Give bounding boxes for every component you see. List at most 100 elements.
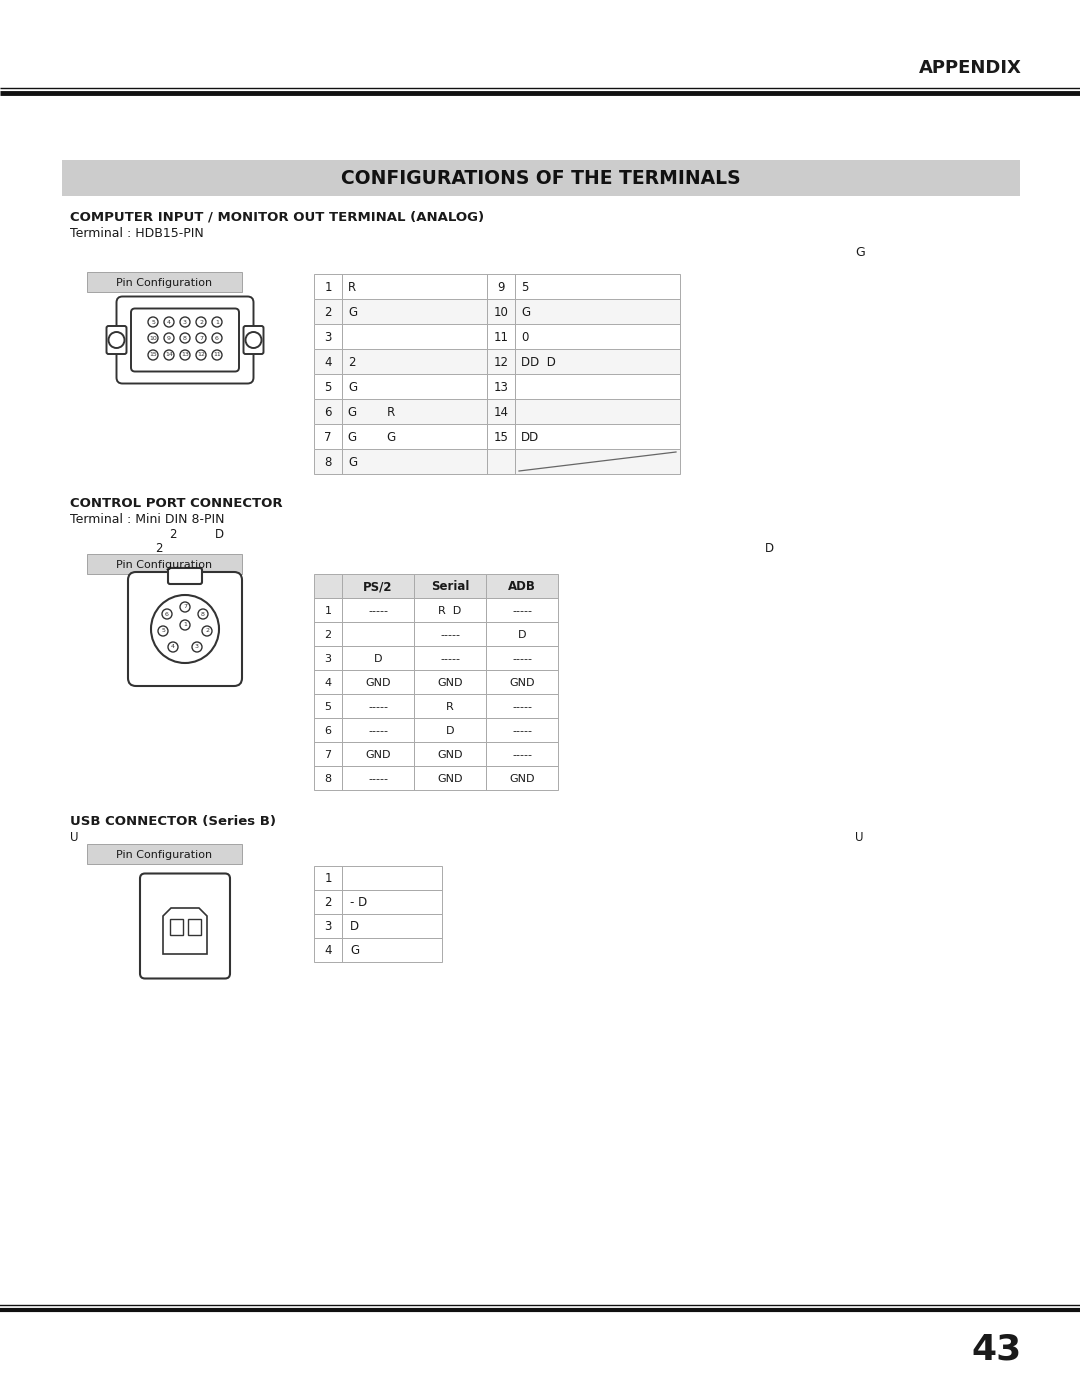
Bar — [414, 718, 486, 742]
Text: 5: 5 — [521, 281, 528, 293]
Text: 14: 14 — [165, 352, 173, 358]
Bar — [314, 374, 680, 400]
Text: DD: DD — [521, 432, 539, 444]
Bar — [414, 574, 486, 598]
Bar — [342, 671, 414, 694]
Bar — [314, 448, 680, 474]
Bar — [314, 645, 342, 671]
Bar — [62, 161, 1020, 196]
Bar — [87, 272, 242, 292]
Text: Terminal : HDB15-PIN: Terminal : HDB15-PIN — [70, 226, 204, 240]
Text: Pin Configuration: Pin Configuration — [117, 849, 213, 861]
Text: 2: 2 — [199, 320, 203, 324]
Text: 7: 7 — [324, 432, 332, 444]
Bar — [486, 645, 558, 671]
Text: G: G — [521, 306, 530, 319]
Bar — [342, 274, 487, 299]
Text: Serial: Serial — [431, 581, 469, 594]
Bar — [342, 914, 442, 937]
Bar — [314, 914, 342, 937]
Text: -----: ----- — [440, 630, 460, 640]
Bar — [342, 937, 442, 963]
Text: R: R — [446, 703, 454, 712]
Bar — [314, 574, 342, 598]
Bar — [314, 425, 680, 448]
Bar — [486, 766, 558, 789]
Bar — [487, 349, 515, 374]
Bar — [342, 622, 414, 645]
Text: 3: 3 — [324, 654, 332, 664]
Text: -----: ----- — [512, 726, 532, 736]
Text: 6: 6 — [324, 726, 332, 736]
Text: D: D — [374, 654, 382, 664]
Bar — [170, 919, 183, 935]
Bar — [342, 299, 487, 324]
Text: 6: 6 — [165, 612, 168, 616]
Text: 9: 9 — [497, 281, 504, 293]
Text: 2: 2 — [324, 897, 332, 909]
Text: -----: ----- — [512, 750, 532, 760]
Bar — [342, 598, 414, 622]
Text: -----: ----- — [368, 703, 388, 712]
Text: 13: 13 — [181, 352, 189, 358]
FancyBboxPatch shape — [117, 296, 254, 384]
Text: G: G — [855, 246, 865, 258]
Bar — [342, 766, 414, 789]
Bar — [342, 742, 414, 766]
Text: D: D — [765, 542, 774, 555]
Text: -----: ----- — [368, 774, 388, 784]
Bar — [314, 742, 342, 766]
Text: 7: 7 — [324, 750, 332, 760]
Bar — [487, 374, 515, 400]
Text: 7: 7 — [183, 605, 187, 609]
Text: 10: 10 — [149, 335, 157, 341]
Bar — [342, 694, 414, 718]
Bar — [486, 574, 558, 598]
Bar — [314, 671, 342, 694]
Bar — [342, 448, 487, 474]
Bar — [87, 555, 242, 574]
Bar — [314, 694, 342, 718]
Text: 1: 1 — [324, 281, 332, 293]
Text: 3: 3 — [183, 320, 187, 324]
Text: 3: 3 — [324, 331, 332, 344]
Text: Pin Configuration: Pin Configuration — [117, 560, 213, 570]
Text: 6: 6 — [324, 407, 332, 419]
Text: USB CONNECTOR (Series B): USB CONNECTOR (Series B) — [70, 814, 276, 828]
Bar — [314, 866, 342, 890]
Text: DD  D: DD D — [521, 356, 556, 369]
Bar — [314, 400, 342, 425]
Text: -----: ----- — [368, 606, 388, 616]
Bar — [515, 400, 680, 425]
FancyBboxPatch shape — [140, 873, 230, 978]
Text: 13: 13 — [494, 381, 509, 394]
Bar — [314, 324, 680, 349]
Text: GND: GND — [365, 678, 391, 687]
Text: 15: 15 — [149, 352, 157, 358]
Text: -----: ----- — [368, 726, 388, 736]
Bar — [487, 425, 515, 448]
Text: 6: 6 — [215, 335, 219, 341]
Text: G: G — [348, 306, 357, 319]
Text: 2: 2 — [324, 306, 332, 319]
Bar — [314, 274, 680, 299]
Text: R  D: R D — [438, 606, 461, 616]
Text: 8: 8 — [201, 612, 205, 616]
Text: GND: GND — [437, 678, 462, 687]
Bar — [515, 374, 680, 400]
Text: 2: 2 — [348, 356, 355, 369]
FancyBboxPatch shape — [129, 571, 242, 686]
Bar — [314, 274, 342, 299]
Text: GND: GND — [510, 774, 535, 784]
Bar — [314, 622, 342, 645]
Text: -----: ----- — [440, 654, 460, 664]
Text: 2: 2 — [156, 542, 162, 555]
Bar — [314, 299, 680, 324]
Text: 12: 12 — [197, 352, 205, 358]
Text: CONTROL PORT CONNECTOR: CONTROL PORT CONNECTOR — [70, 497, 283, 510]
Bar — [314, 349, 680, 374]
Text: ADB: ADB — [508, 581, 536, 594]
Text: - D: - D — [350, 897, 367, 909]
FancyBboxPatch shape — [168, 569, 202, 584]
Text: D: D — [446, 726, 455, 736]
